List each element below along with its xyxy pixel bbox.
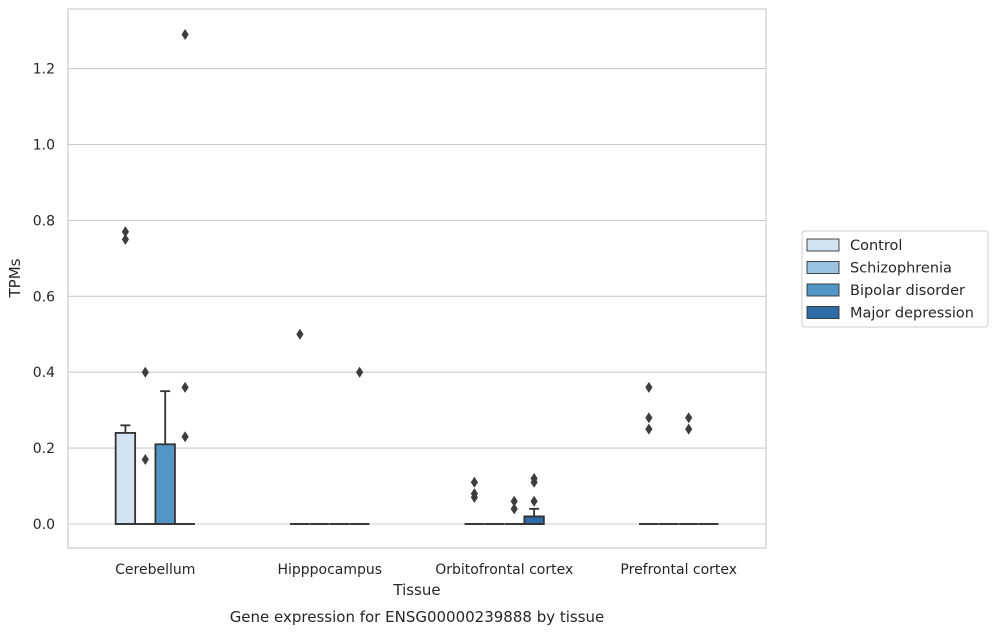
legend-swatch	[806, 238, 840, 252]
x-tick-label: Orbitofrontal cortex	[435, 562, 573, 578]
y-axis-label: TPMs	[6, 258, 24, 298]
y-tick-label: 1.0	[33, 138, 55, 154]
outlier-point	[510, 503, 518, 515]
outlier-point	[121, 226, 129, 238]
outlier-point	[645, 423, 653, 435]
legend-label: Major depression	[850, 306, 974, 322]
outlier-point	[181, 28, 189, 40]
box-bipolar-disorder	[154, 390, 176, 525]
box-control	[114, 424, 137, 525]
legend: Control Schizophrenia Bipolar disorder Majo…	[801, 230, 989, 328]
y-gridlines	[68, 68, 766, 525]
x-tick-label: Prefrontal cortex	[620, 562, 737, 578]
box-series	[114, 390, 719, 525]
y-tick-label: 0.6	[33, 289, 55, 305]
outlier-point	[141, 453, 149, 465]
outlier-point	[685, 423, 693, 435]
outlier-point	[470, 488, 478, 500]
box-body	[154, 443, 176, 525]
outlier-point	[530, 495, 538, 507]
y-tick-label: 0.0	[33, 517, 55, 533]
y-tick-label: 0.4	[33, 365, 55, 381]
legend-label: Schizophrenia	[850, 261, 952, 277]
legend-label: Control	[850, 238, 902, 254]
x-tick-label: Hipppocampus	[277, 562, 382, 578]
outlier-point	[181, 431, 189, 443]
outlier-point	[181, 381, 189, 393]
box-major-depression	[523, 507, 545, 525]
outlier-point	[510, 495, 518, 507]
outlier-point	[645, 412, 653, 424]
outlier-point	[685, 412, 693, 424]
x-axis-ticks: Cerebellum Hipppocampus Orbitofrontal cort…	[115, 562, 737, 578]
box-body	[523, 515, 545, 525]
chart-caption: Gene expression for ENSG00000239888 by t…	[230, 608, 605, 626]
x-axis-label: Tissue	[392, 581, 440, 599]
outlier-point	[645, 381, 653, 393]
y-tick-label: 0.8	[33, 213, 55, 229]
outlier-point	[530, 472, 538, 484]
legend-swatch	[806, 283, 840, 297]
outlier-point	[470, 476, 478, 488]
legend-frame	[801, 230, 989, 328]
y-tick-label: 1.2	[33, 62, 55, 78]
outlier-point	[356, 366, 364, 378]
x-tick-label: Cerebellum	[115, 562, 195, 578]
outlier-point	[296, 328, 304, 340]
outlier-points	[121, 28, 693, 515]
y-tick-label: 0.2	[33, 441, 55, 457]
outlier-point	[121, 233, 129, 245]
plot-area-frame	[67, 8, 767, 549]
legend-swatch	[806, 261, 840, 274]
outlier-point	[141, 366, 149, 378]
legend-label: Bipolar disorder	[850, 283, 965, 299]
y-axis-ticks: 0.0 0.2 0.4 0.6 0.8 1.0 1.2	[33, 62, 55, 533]
box-body	[114, 432, 137, 525]
legend-swatch	[806, 306, 840, 319]
